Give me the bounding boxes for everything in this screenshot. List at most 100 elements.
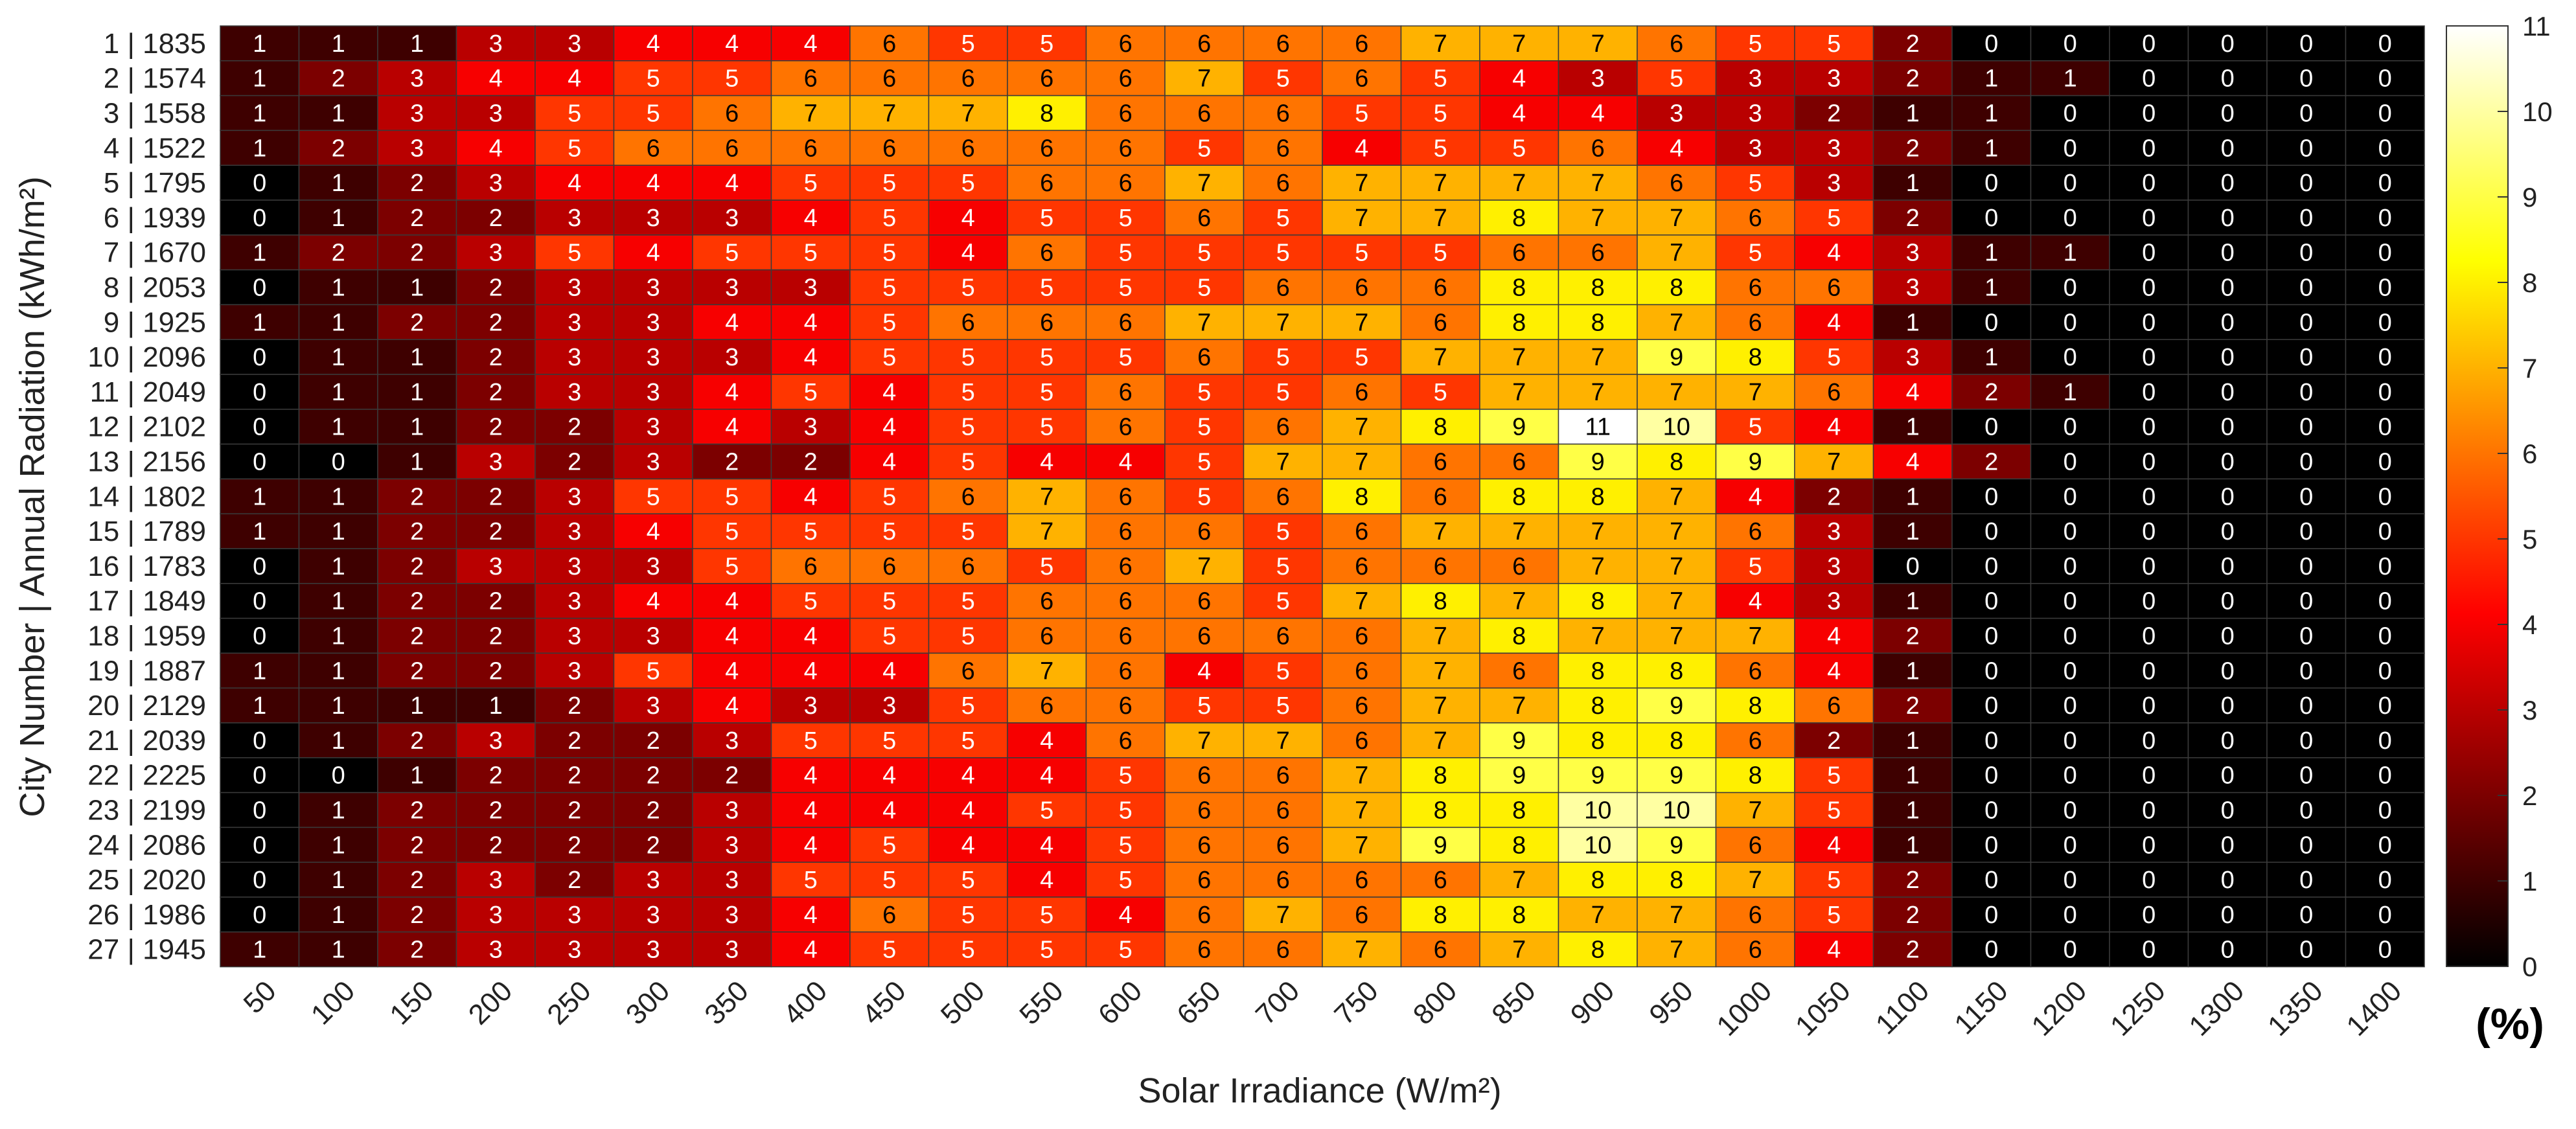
heatmap-cell <box>2345 548 2425 584</box>
cell-value-label: 0 <box>2378 240 2392 267</box>
cell-value-label: 6 <box>804 553 818 580</box>
cell-value-label: 9 <box>1670 692 1683 720</box>
heatmap-cell <box>1715 513 1795 549</box>
heatmap-cell <box>692 200 772 236</box>
cell-value-label: 6 <box>882 65 896 93</box>
cell-value-label: 1 <box>1906 483 1920 510</box>
heatmap-cell <box>2030 827 2110 863</box>
cell-value-label: 6 <box>1197 518 1211 545</box>
cell-value-label: 0 <box>1906 553 1920 580</box>
cell-value-label: 6 <box>1749 657 1762 685</box>
cell-value-label: 7 <box>1749 623 1762 650</box>
heatmap-cell <box>2345 827 2425 863</box>
cell-value-label: 3 <box>568 902 581 929</box>
heatmap-cell <box>1479 443 1559 480</box>
heatmap-cell <box>2266 25 2347 62</box>
cell-value-label: 5 <box>882 483 896 510</box>
cell-value-label: 5 <box>882 588 896 615</box>
heatmap-cell <box>1243 652 1323 689</box>
heatmap-cell <box>1400 513 1480 549</box>
cell-value-label: 4 <box>725 170 739 197</box>
heatmap-cell <box>1558 652 1638 689</box>
heatmap-cell <box>1558 583 1638 619</box>
heatmap-cell <box>377 687 457 724</box>
colorbar-tick-label: 2 <box>2522 781 2537 811</box>
cell-value-label: 4 <box>1906 449 1920 476</box>
heatmap-cell <box>535 234 615 271</box>
cell-value-label: 0 <box>253 553 266 580</box>
x-tick-label: 100 <box>305 975 362 1031</box>
heatmap-cell <box>220 165 300 201</box>
cell-value-label: 0 <box>2378 727 2392 755</box>
cell-value-label: 0 <box>2142 65 2156 93</box>
cell-value-label: 5 <box>961 867 975 894</box>
heatmap-cell <box>1479 478 1559 514</box>
heatmap-cell <box>2266 165 2347 201</box>
heatmap-cell <box>1400 583 1480 619</box>
heatmap-cell <box>455 130 536 166</box>
cell-value-label: 4 <box>1827 657 1841 685</box>
cell-value-label: 2 <box>332 240 345 267</box>
cell-value-label: 0 <box>2299 797 2313 825</box>
cell-value-label: 2 <box>410 902 424 929</box>
cell-value-label: 2 <box>647 762 660 790</box>
cell-value-label: 1 <box>410 692 424 720</box>
heatmap-cell <box>1322 931 1402 968</box>
heatmap-cell <box>1164 896 1245 933</box>
heatmap-cell <box>1637 757 1717 793</box>
heatmap-cell <box>298 409 378 445</box>
heatmap-cell <box>2187 234 2268 271</box>
heatmap-cell <box>1164 339 1245 375</box>
cell-value-label: 9 <box>1749 449 1762 476</box>
heatmap-cell <box>377 548 457 584</box>
cell-value-label: 1 <box>253 100 266 128</box>
heatmap-cell <box>1007 95 1087 131</box>
heatmap-cell <box>1558 757 1638 793</box>
heatmap-cell <box>535 896 615 933</box>
cell-value-label: 0 <box>2378 762 2392 790</box>
cell-value-label: 5 <box>1276 518 1290 545</box>
cell-value-label: 0 <box>332 762 345 790</box>
heatmap-cell <box>535 478 615 514</box>
cell-value-label: 2 <box>410 623 424 650</box>
cell-value-label: 0 <box>1984 657 1998 685</box>
heatmap-cell <box>613 687 693 724</box>
heatmap-cell <box>1164 234 1245 271</box>
heatmap-cell <box>377 861 457 898</box>
heatmap-cell <box>1400 827 1480 863</box>
cell-value-label: 1 <box>253 240 266 267</box>
cell-value-label: 0 <box>1984 797 1998 825</box>
heatmap-cell <box>1794 722 1874 758</box>
cell-value-label: 5 <box>1434 379 1447 406</box>
heatmap-cell <box>1637 443 1717 480</box>
heatmap-cell <box>535 339 615 375</box>
cell-value-label: 8 <box>1591 937 1605 964</box>
cell-value-label: 6 <box>1434 309 1447 336</box>
heatmap-cell <box>613 409 693 445</box>
y-tick-label: 15 | 1789 <box>87 516 206 547</box>
y-tick-label: 3 | 1558 <box>104 98 206 130</box>
heatmap-cell <box>1400 687 1480 724</box>
heatmap-cell <box>613 792 693 828</box>
cell-value-label: 7 <box>1827 449 1841 476</box>
y-tick-label: 16 | 1783 <box>87 551 206 582</box>
cell-value-label: 3 <box>1906 344 1920 371</box>
cell-value-label: 1 <box>1906 309 1920 336</box>
heatmap-cell <box>377 513 457 549</box>
cell-value-label: 0 <box>1984 692 1998 720</box>
cell-value-label: 0 <box>2142 692 2156 720</box>
colorbar-tick-label: 10 <box>2522 97 2553 127</box>
cell-value-label: 5 <box>1119 205 1133 232</box>
cell-value-label: 4 <box>1040 762 1053 790</box>
cell-value-label: 6 <box>1355 867 1368 894</box>
cell-value-label: 1 <box>410 30 424 58</box>
cell-value-label: 2 <box>489 309 503 336</box>
cell-value-label: 5 <box>1749 240 1762 267</box>
heatmap-cell <box>455 478 536 514</box>
heatmap-cell <box>377 617 457 654</box>
heatmap-cell <box>770 548 851 584</box>
cell-value-label: 0 <box>253 727 266 755</box>
heatmap-cell <box>849 200 930 236</box>
x-tick-label: 650 <box>1171 975 1227 1031</box>
cell-value-label: 7 <box>1197 170 1211 197</box>
